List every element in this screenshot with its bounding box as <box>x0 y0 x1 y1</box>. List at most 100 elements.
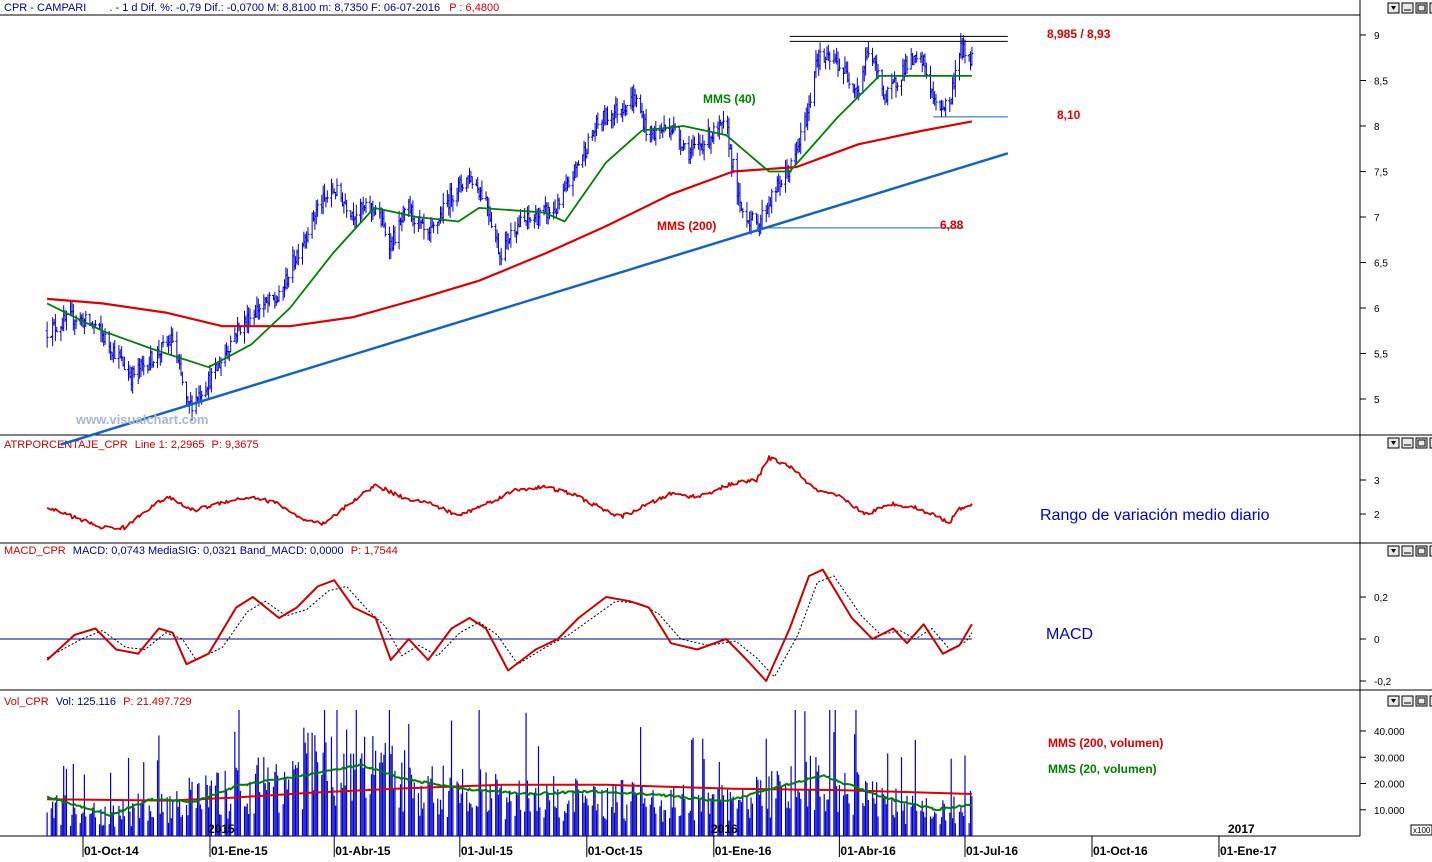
price-bar <box>692 136 696 149</box>
close-button[interactable] <box>1429 545 1432 557</box>
price-bar <box>886 86 890 106</box>
year-2015-label: 2015 <box>208 822 235 836</box>
maximize-button[interactable] <box>1415 437 1428 449</box>
y-tick-label: 5,5 <box>1374 350 1388 361</box>
price-bar <box>84 311 88 328</box>
macd-header-name: MACD_CPR <box>4 545 66 557</box>
macd-line <box>46 568 973 682</box>
price-header-symbol: CPR - CAMPARI <box>4 2 86 14</box>
price-bar <box>432 221 436 234</box>
minimize-button[interactable] <box>1401 545 1414 557</box>
price-bar <box>190 395 194 421</box>
minimize-button[interactable] <box>1401 437 1414 449</box>
vol-mms20-line <box>46 763 973 817</box>
y-tick-label: 10.000 <box>1374 806 1405 817</box>
price-bar <box>132 365 136 378</box>
price-header: CPR - CAMPARI . - 1 d Dif. %: -0,79 Dif.… <box>4 2 499 14</box>
maximize-icon <box>1417 4 1426 12</box>
maximize-icon <box>1417 547 1426 555</box>
price-bar <box>586 133 590 155</box>
y-tick-label: 8 <box>1374 122 1380 133</box>
macd-signal-line <box>46 575 973 678</box>
price-bar <box>567 176 571 188</box>
price-bar <box>45 321 49 348</box>
price-bar <box>577 160 581 166</box>
trendline-line <box>60 152 1009 446</box>
price-bar <box>122 356 126 371</box>
y-tick-label: 0,2 <box>1374 593 1388 604</box>
atr-description: Rango de variación medio diario <box>1040 507 1270 524</box>
y-tick-label: 6,5 <box>1374 259 1388 270</box>
x-tick-label: 01-Ene-16 <box>715 844 772 857</box>
price-bar <box>393 226 397 246</box>
chevron-down-icon <box>1391 549 1396 553</box>
price-bar <box>316 199 320 217</box>
volume-window-buttons[interactable] <box>1387 695 1432 707</box>
price-bar <box>538 207 542 227</box>
resistance-label: 8,985 / 8,93 <box>1047 27 1111 41</box>
macd-window-buttons[interactable] <box>1387 545 1432 557</box>
y-tick-label: 2 <box>1374 510 1380 521</box>
y-tick-label: 5 <box>1374 395 1380 406</box>
mms40-line <box>46 75 972 369</box>
maximize-button[interactable] <box>1415 2 1428 14</box>
maximize-button[interactable] <box>1415 545 1428 557</box>
axes: 9 8,5 8 7,5 7 6,5 6 5,5 5 3 2 0,2 0 -0,2 40.000 30.000 2… <box>82 31 1405 858</box>
close-button[interactable] <box>1429 695 1432 707</box>
price-bar <box>171 328 175 343</box>
price-bar <box>760 199 764 230</box>
close-button[interactable] <box>1429 2 1432 14</box>
price-bar <box>499 247 503 266</box>
x-tick-label: 01-Abr-16 <box>840 844 896 857</box>
x-tick-label: 01-Jul-15 <box>461 844 513 857</box>
price-bar <box>470 175 474 189</box>
atr-header-name: ATRPORCENTAJE_CPR <box>4 439 128 451</box>
minimize-button[interactable] <box>1401 2 1414 14</box>
atr-line <box>46 455 973 531</box>
price-bar <box>277 285 281 302</box>
macd-header-p: P: 1,7544 <box>351 545 398 557</box>
price-bar <box>480 180 484 201</box>
support-low-label: 6,88 <box>940 218 964 232</box>
price-bar <box>615 98 619 124</box>
atr-header-p: P: 9,3675 <box>212 439 259 451</box>
price-bar <box>895 82 899 92</box>
year-2017-label: 2017 <box>1228 822 1255 836</box>
price-window-buttons[interactable] <box>1387 2 1432 14</box>
price-bar <box>963 39 967 64</box>
price-bar <box>451 195 455 212</box>
price-bar <box>654 120 658 146</box>
price-bar <box>808 92 812 108</box>
mms200-label: MMS (200) <box>657 219 716 233</box>
price-bar <box>55 326 59 333</box>
price-bar <box>528 217 532 223</box>
price-bar <box>596 112 600 129</box>
volume-header: Vol_CPR Vol: 125.116 P: 21.497.729 <box>4 696 192 708</box>
price-bar <box>296 243 300 266</box>
price-bar <box>915 51 919 63</box>
atr-window-buttons[interactable] <box>1387 437 1432 449</box>
macd-header: MACD_CPR MACD: 0,0743 MediaSIG: 0,0321 B… <box>4 545 398 557</box>
price-bar <box>461 183 465 192</box>
vol-mms200-label: MMS (200, volumen) <box>1048 736 1163 750</box>
price-bar <box>683 143 687 150</box>
close-button[interactable] <box>1429 437 1432 449</box>
price-bar <box>905 55 909 74</box>
price-bar <box>741 207 745 219</box>
price-bar <box>287 276 291 288</box>
price-bar <box>548 206 552 220</box>
price-bar <box>934 94 938 111</box>
y-tick-label: 30.000 <box>1374 753 1405 764</box>
price-bar <box>441 192 445 224</box>
price-bar <box>335 178 339 197</box>
price-bar <box>509 222 513 248</box>
chevron-down-icon <box>1391 699 1396 703</box>
price-bar <box>721 111 725 129</box>
maximize-button[interactable] <box>1415 695 1428 707</box>
price-bar <box>944 98 948 118</box>
price-bar <box>412 216 416 234</box>
minimize-button[interactable] <box>1401 695 1414 707</box>
watermark: www.visualchart.com <box>75 412 208 427</box>
